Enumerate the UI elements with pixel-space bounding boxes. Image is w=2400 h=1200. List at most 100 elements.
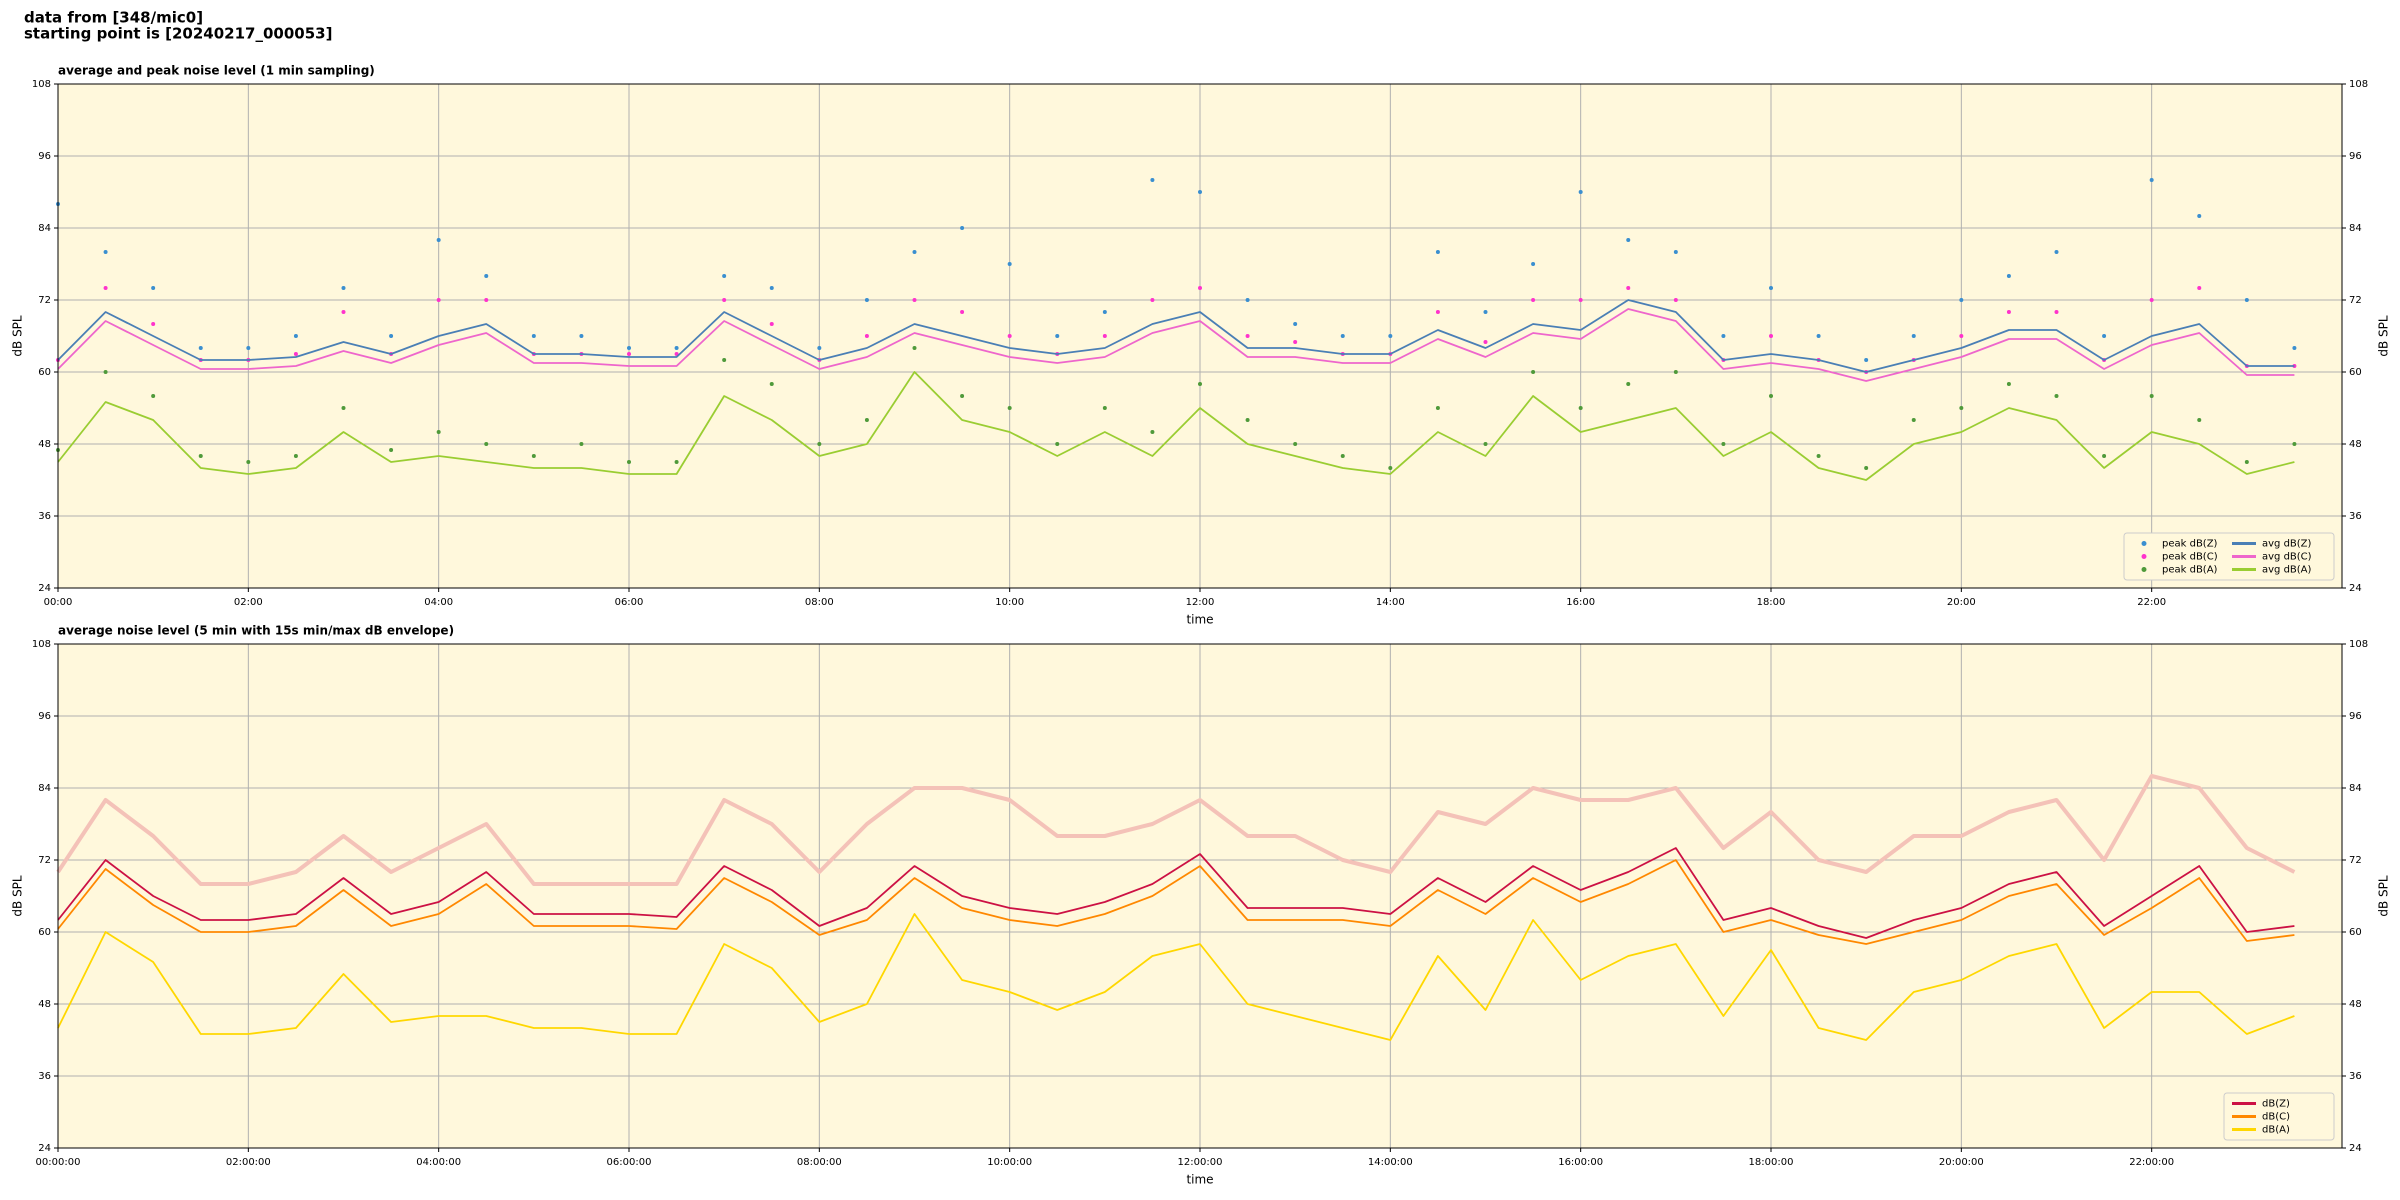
series-line [57, 371, 2295, 481]
peak-point [1245, 334, 1250, 338]
peak-point [389, 448, 394, 452]
x-tick-label: 02:00 [234, 597, 263, 608]
y-tick-label: 36 [2349, 1071, 2362, 1082]
peak-point [1293, 442, 1298, 446]
peak-point [817, 442, 822, 446]
peak-point [1388, 334, 1393, 338]
peak-point [2197, 418, 2202, 422]
x-tick-label: 10:00:00 [987, 1157, 1032, 1168]
peak-point [864, 418, 869, 422]
x-tick-label: 18:00:00 [1749, 1157, 1794, 1168]
peak-point [2292, 346, 2297, 350]
y-tick-label: 48 [2349, 439, 2362, 450]
y-tick-label: 96 [38, 151, 51, 162]
peak-point [531, 334, 536, 338]
peak-point [864, 298, 869, 302]
y-tick-label: 24 [38, 583, 51, 594]
y-tick-label: 24 [38, 1143, 51, 1154]
y-tick-label: 48 [38, 999, 51, 1010]
legend-label: peak dB(A) [2162, 565, 2218, 576]
peak-point [2197, 286, 2202, 290]
series-line [57, 913, 2295, 1041]
envelope-line [56, 774, 2296, 886]
peak-point [960, 226, 965, 230]
peak-point [769, 286, 774, 290]
x-tick-label: 12:00 [1186, 597, 1215, 608]
header-line: data from [348/mic0] [24, 9, 203, 27]
peak-point [1102, 334, 1107, 338]
peak-point [1388, 466, 1393, 470]
peak-point [1673, 370, 1678, 374]
peak-point [627, 346, 631, 350]
series-line [57, 847, 2295, 939]
peak-point [484, 442, 489, 446]
legend-box [2123, 532, 2335, 581]
peak-point [436, 238, 441, 242]
x-tick-label: 16:00 [1566, 597, 1595, 608]
plot-frame [57, 83, 2343, 589]
peak-point [198, 454, 203, 458]
peak-point [246, 460, 251, 464]
peak-point [1959, 298, 1964, 302]
y-axis-label: dB SPL [2377, 875, 2391, 917]
peak-point [389, 334, 394, 338]
legend-marker [2141, 541, 2147, 546]
x-tick-label: 14:00:00 [1368, 1157, 1413, 1168]
peak-point [1293, 340, 1298, 344]
x-tick-label: 00:00:00 [36, 1157, 81, 1168]
peak-point [1198, 190, 1202, 194]
y-tick-label: 96 [2349, 151, 2362, 162]
peak-point [1150, 298, 1155, 302]
peak-point [674, 346, 679, 350]
peak-point [1483, 442, 1488, 446]
peak-point [198, 346, 203, 350]
peak-point [1531, 370, 1536, 374]
chart-title: average and peak noise level (1 min samp… [58, 64, 375, 78]
x-tick-label: 20:00:00 [1939, 1157, 1984, 1168]
y-tick-label: 48 [2349, 999, 2362, 1010]
y-tick-label: 84 [2349, 223, 2362, 234]
peak-point [1864, 358, 1869, 362]
y-tick-label: 96 [2349, 711, 2362, 722]
legend-label: dB(Z) [2262, 1099, 2290, 1110]
y-tick-label: 108 [2349, 639, 2368, 650]
peak-point [1055, 442, 1060, 446]
peak-point [1626, 238, 1631, 242]
y-tick-label: 84 [38, 223, 51, 234]
y-tick-label: 24 [2349, 1143, 2362, 1154]
peak-point [341, 406, 346, 410]
peak-point [1626, 382, 1631, 386]
peak-point [484, 298, 489, 302]
peak-point [2149, 394, 2154, 398]
peak-point [341, 286, 346, 290]
x-axis-label: time [1186, 613, 1213, 627]
peak-point [1531, 262, 1536, 266]
peak-point [1007, 262, 1012, 266]
peak-point [1483, 310, 1488, 314]
y-tick-label: 24 [2349, 583, 2362, 594]
y-tick-label: 36 [2349, 511, 2362, 522]
legend-label: avg dB(Z) [2262, 539, 2312, 550]
y-tick-label: 84 [2349, 783, 2362, 794]
peak-point [1578, 190, 1583, 194]
legend-label: peak dB(Z) [2162, 539, 2218, 550]
peak-point [151, 286, 156, 290]
chart-title: average noise level (5 min with 15s min/… [58, 624, 454, 638]
x-tick-label: 14:00 [1376, 597, 1405, 608]
x-tick-label: 22:00:00 [2129, 1157, 2174, 1168]
peak-point [1483, 340, 1488, 344]
x-tick-label: 04:00:00 [416, 1157, 461, 1168]
y-tick-label: 36 [38, 511, 51, 522]
peak-point [912, 298, 917, 302]
x-tick-label: 08:00 [805, 597, 834, 608]
peak-point [674, 460, 679, 464]
peak-point [2054, 250, 2059, 254]
y-tick-label: 36 [38, 1071, 51, 1082]
y-tick-label: 108 [2349, 79, 2368, 90]
peak-point [1721, 334, 1726, 338]
x-tick-label: 12:00:00 [1178, 1157, 1223, 1168]
peak-point [2244, 298, 2249, 302]
x-tick-label: 22:00 [2137, 597, 2166, 608]
peak-point [912, 346, 917, 350]
peak-point [1102, 406, 1107, 410]
